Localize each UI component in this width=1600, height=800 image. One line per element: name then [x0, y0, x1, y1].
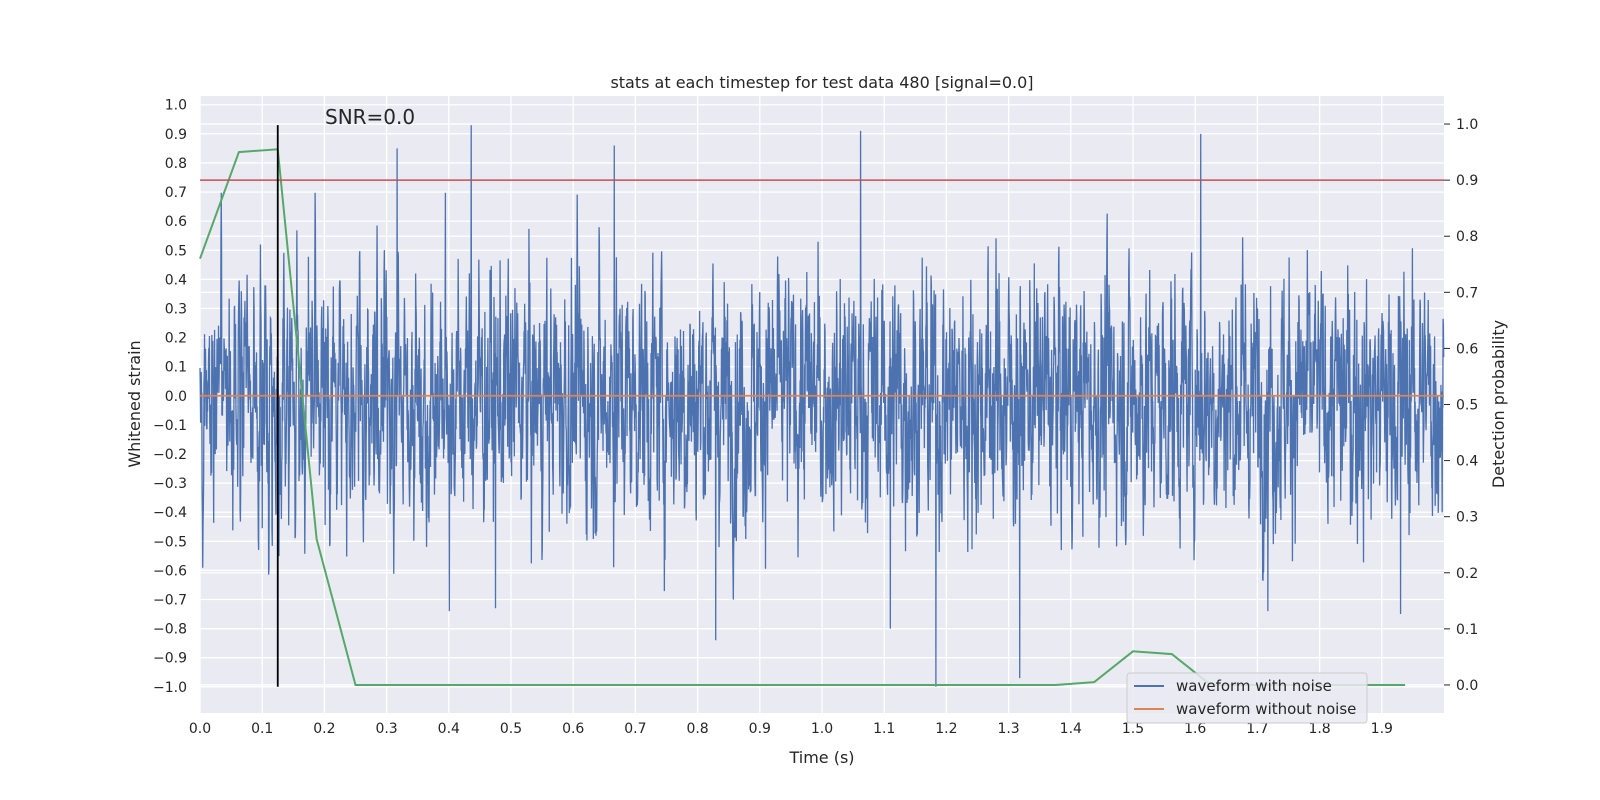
y-tick-label: −0.4: [153, 505, 187, 521]
y-tick-label: −0.5: [153, 534, 187, 550]
x-tick-label: 0.7: [624, 721, 646, 737]
y2-tick-label: 0.1: [1456, 622, 1478, 638]
x-tick-label: 1.7: [1246, 721, 1268, 737]
y-tick-label: −0.9: [153, 651, 187, 667]
legend-box: [1126, 672, 1368, 724]
x-tick-label: 1.3: [997, 721, 1019, 737]
y-tick-label: −0.6: [153, 563, 187, 579]
x-tick-label: 1.5: [1122, 721, 1144, 737]
legend-label-noise: waveform with noise: [1176, 677, 1332, 695]
x-tick-label: 1.4: [1060, 721, 1082, 737]
y2-tick-label: 0.8: [1456, 229, 1478, 245]
y2-tick-label: 0.5: [1456, 398, 1478, 414]
x-axis-label: Time (s): [788, 748, 854, 767]
y-tick-label: −0.2: [153, 447, 187, 463]
y-tick-label: 0.3: [165, 301, 187, 317]
y2-tick-labels: 1.0 0.9 0.8 0.7 0.6 0.5 0.4 0.3 0.2 0.1 0.0: [1444, 117, 1478, 694]
y-tick-label: 0.9: [165, 127, 187, 143]
legend: waveform with noise waveform without noi…: [1126, 672, 1368, 724]
y-tick-label: 0.8: [165, 156, 187, 172]
y-tick-label: 0.4: [165, 272, 187, 288]
x-tick-label: 1.9: [1371, 721, 1393, 737]
y-tick-label: −1.0: [153, 680, 187, 696]
y-tick-label: −0.8: [153, 622, 187, 638]
x-tick-label: 1.1: [873, 721, 895, 737]
y2-tick-label: 0.9: [1456, 173, 1478, 189]
x-tick-label: 1.8: [1308, 721, 1330, 737]
x-tick-label: 0.4: [438, 721, 460, 737]
y-tick-label: −0.3: [153, 476, 187, 492]
y-tick-label: 0.6: [165, 214, 187, 230]
x-tick-label: 0.9: [749, 721, 771, 737]
x-tick-label: 1.0: [811, 721, 833, 737]
y-tick-label: 1.0: [165, 98, 187, 114]
y-tick-label: 0.2: [165, 331, 187, 347]
y2-tick-label: 0.7: [1456, 285, 1478, 301]
snr-annotation: SNR=0.0: [325, 105, 415, 129]
x-tick-label: 0.5: [500, 721, 522, 737]
y2-tick-label: 0.2: [1456, 566, 1478, 582]
x-tick-label: 1.6: [1184, 721, 1206, 737]
legend-label-clean: waveform without noise: [1176, 700, 1356, 718]
x-tick-label: 0.3: [375, 721, 397, 737]
y2-axis-label: Detection probability: [1489, 320, 1508, 488]
y2-tick-label: 0.6: [1456, 341, 1478, 357]
y-tick-labels: 1.0 0.9 0.8 0.7 0.6 0.5 0.4 0.3 0.2 0.1 0.0 −0.1 −0.…: [153, 98, 187, 696]
y2-tick-label: 0.3: [1456, 510, 1478, 526]
waveform-with-noise-line: [199, 125, 1445, 687]
y-tick-label: −0.7: [153, 592, 187, 608]
y2-tick-label: 0.4: [1456, 454, 1478, 470]
y-tick-label: 0.1: [165, 360, 187, 376]
y2-tick-label: 0.0: [1456, 678, 1478, 694]
y2-tick-label: 1.0: [1456, 117, 1478, 133]
y-tick-label: 0.7: [165, 185, 187, 201]
reference-lines: [200, 125, 1444, 687]
x-tick-label: 0.1: [251, 721, 273, 737]
chart-title: stats at each timestep for test data 480…: [610, 73, 1033, 92]
x-tick-label: 1.2: [935, 721, 957, 737]
series-waveform-with-noise: [199, 125, 1445, 687]
x-tick-label: 0.8: [686, 721, 708, 737]
x-tick-labels: 0.0 0.1 0.2 0.3 0.4 0.5 0.6 0.7 0.8 0.9 1.0 1.1 1.2 1…: [189, 721, 1393, 737]
x-tick-label: 0.2: [313, 721, 335, 737]
y-axis-label: Whitened strain: [125, 340, 144, 467]
x-tick-label: 0.0: [189, 721, 211, 737]
x-tick-label: 0.6: [562, 721, 584, 737]
y-tick-label: 0.5: [165, 243, 187, 259]
y-tick-label: 0.0: [165, 389, 187, 405]
y-tick-label: −0.1: [153, 418, 187, 434]
